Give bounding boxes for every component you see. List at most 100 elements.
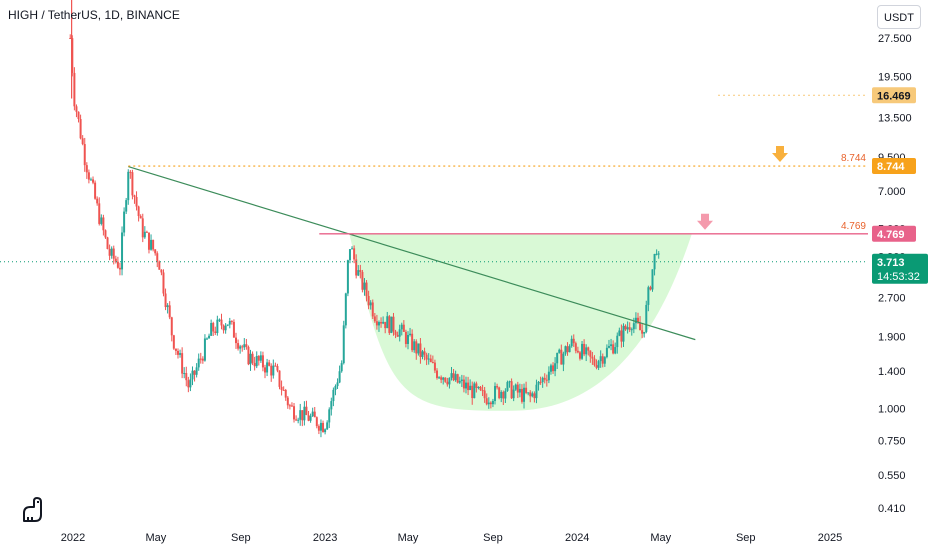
candle-body bbox=[533, 393, 536, 399]
candle-body bbox=[212, 322, 215, 332]
candle-body bbox=[351, 248, 354, 250]
candle-body bbox=[614, 347, 617, 354]
candle-body bbox=[541, 377, 544, 383]
candle-body bbox=[71, 38, 74, 73]
candle-body bbox=[245, 344, 248, 347]
candle-body bbox=[301, 410, 304, 421]
candle-body bbox=[303, 406, 306, 421]
candle-body bbox=[382, 321, 385, 324]
resistance-price-tag: 4.769 bbox=[877, 229, 905, 241]
candle-body bbox=[116, 261, 119, 268]
candle-body bbox=[187, 380, 190, 388]
candle-body bbox=[388, 316, 391, 333]
candle-body bbox=[375, 321, 378, 326]
candle-body bbox=[295, 419, 298, 421]
current-price-tag: 3.713 bbox=[877, 257, 905, 269]
candle-body bbox=[411, 333, 414, 351]
candle-body bbox=[81, 138, 84, 145]
candle-body bbox=[634, 317, 637, 324]
candle-body bbox=[529, 392, 532, 397]
candle-body bbox=[121, 232, 124, 270]
target-line-label: 8.744 bbox=[841, 153, 866, 164]
candle-body bbox=[191, 370, 194, 380]
candle-body bbox=[309, 416, 312, 421]
candle-body bbox=[193, 370, 196, 375]
candle-body bbox=[359, 270, 362, 272]
target-price-tag-bg bbox=[872, 158, 916, 175]
time-tick-label: Sep bbox=[736, 532, 756, 544]
candle-body bbox=[104, 230, 107, 238]
candle-body bbox=[131, 172, 134, 196]
price-tick-label: 2.700 bbox=[878, 292, 906, 304]
candle-body bbox=[469, 385, 472, 391]
candle-body bbox=[369, 302, 372, 306]
candle-body bbox=[230, 320, 233, 322]
candle-body bbox=[572, 338, 575, 344]
tradingview-logo-icon[interactable] bbox=[20, 495, 50, 525]
candle-body bbox=[139, 216, 142, 219]
candle-body bbox=[485, 398, 488, 405]
candle-body bbox=[222, 325, 225, 331]
candle-body bbox=[462, 379, 465, 389]
candle-body bbox=[502, 392, 505, 399]
price-tick-label: 19.500 bbox=[878, 71, 912, 83]
candle-body bbox=[336, 382, 339, 387]
candle-body bbox=[334, 386, 337, 390]
candle-body bbox=[645, 304, 648, 332]
price-tick-label: 1.900 bbox=[878, 332, 906, 344]
candle-body bbox=[620, 330, 623, 342]
candle-body bbox=[282, 389, 285, 391]
target-arrow-icon bbox=[772, 146, 788, 163]
candle-body bbox=[162, 272, 165, 294]
candle-body bbox=[251, 353, 254, 363]
candle-body bbox=[363, 282, 366, 290]
candle-body bbox=[150, 239, 153, 250]
resistance-price-tag-bg bbox=[872, 225, 916, 242]
candle-body bbox=[75, 106, 78, 112]
candle-body bbox=[183, 373, 186, 375]
currency-button[interactable]: USDT bbox=[877, 5, 921, 29]
price-tick-label: 13.500 bbox=[878, 113, 912, 125]
candle-body bbox=[377, 322, 380, 326]
candle-body bbox=[342, 325, 345, 364]
candle-body bbox=[268, 362, 271, 366]
candle-body bbox=[203, 338, 206, 361]
candle-body bbox=[164, 293, 167, 308]
candle-body bbox=[477, 386, 480, 388]
candle-body bbox=[346, 260, 349, 294]
candle-body bbox=[353, 248, 356, 260]
candle-body bbox=[568, 346, 571, 353]
candle-body bbox=[636, 317, 639, 323]
candle-body bbox=[232, 321, 235, 338]
candle-body bbox=[435, 370, 438, 378]
candle-body bbox=[460, 379, 463, 382]
time-tick-label: May bbox=[145, 532, 166, 544]
candle-body bbox=[404, 331, 407, 344]
candle-body bbox=[421, 351, 424, 357]
candle-body bbox=[406, 334, 409, 344]
candle-body bbox=[87, 172, 90, 180]
candle-body bbox=[473, 383, 476, 399]
candle-body bbox=[419, 343, 422, 357]
candle-body bbox=[626, 327, 629, 330]
price-tick-label: 27.500 bbox=[878, 33, 912, 45]
candle-body bbox=[651, 269, 654, 290]
candle-body bbox=[261, 355, 264, 368]
candle-body bbox=[587, 347, 590, 351]
candle-body bbox=[278, 370, 281, 387]
candle-body bbox=[554, 363, 557, 372]
candle-body bbox=[313, 411, 316, 418]
time-tick-label: 2023 bbox=[313, 532, 337, 544]
candle-body bbox=[657, 253, 660, 255]
candle-body bbox=[471, 385, 474, 399]
candle-body bbox=[89, 179, 92, 181]
candle-body bbox=[583, 343, 586, 355]
candle-body bbox=[574, 343, 577, 351]
candle-body bbox=[402, 324, 405, 332]
candle-body bbox=[311, 411, 314, 417]
candle-body bbox=[545, 379, 548, 381]
target-price-tag: 8.744 bbox=[877, 161, 905, 173]
candle-body bbox=[355, 259, 358, 276]
